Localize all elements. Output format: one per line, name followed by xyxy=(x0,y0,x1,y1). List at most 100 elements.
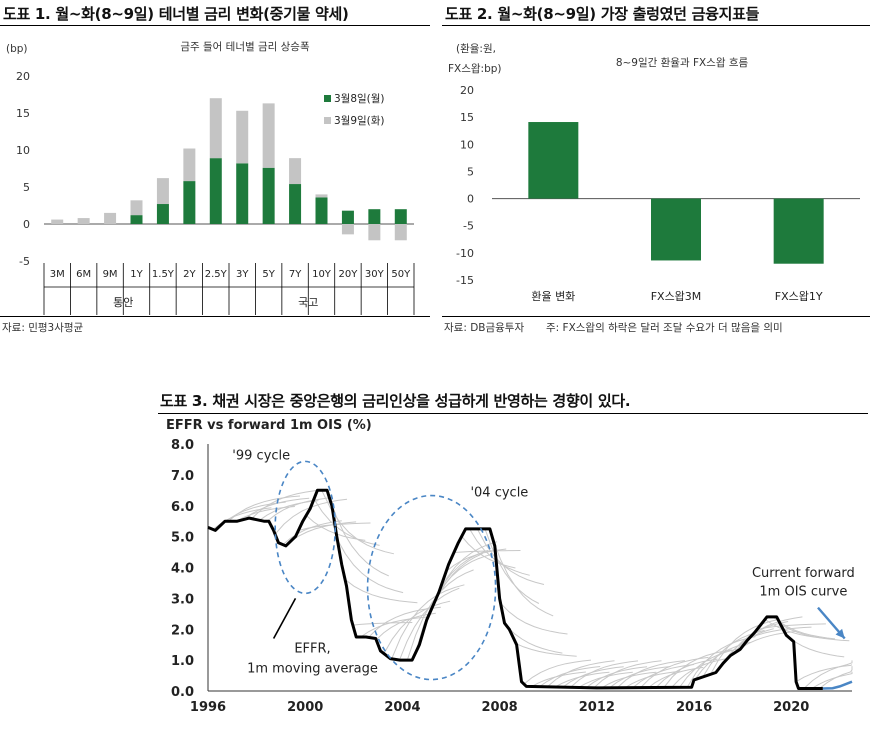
fig2-note: 주: FX스왑의 하락은 달러 조달 수요가 더 많음을 의미 xyxy=(546,322,783,334)
fig3-forward-ois-curve xyxy=(500,602,568,635)
fig3-forward-ois-curve xyxy=(266,497,333,522)
fig3-forward-ois-curve xyxy=(648,666,704,689)
fig1-bar-mar8 xyxy=(341,210,354,224)
fig3-forward-ois-curve xyxy=(375,612,436,641)
fig2-bar xyxy=(773,198,824,264)
fig3-forward-ois-curve xyxy=(663,649,732,688)
fig2-source: 자료: DB금융투자 xyxy=(444,322,525,334)
fig2-ytick-label: 15 xyxy=(460,111,474,124)
fig3-forward-ois-curve xyxy=(624,670,680,689)
fig1-title: 도표 1. 월~화(8~9일) 테너별 금리 변화(중기물 약세) xyxy=(3,5,349,23)
fig3-forward-ois-curve xyxy=(344,579,418,604)
fig3-ytick-label: 2.0 xyxy=(171,623,194,638)
fig2-chart-title: 8~9일간 환율과 FX스왑 흐름 xyxy=(616,56,749,69)
fig3-forward-ois-curve xyxy=(220,501,286,526)
fig1-bar-mar8 xyxy=(315,197,328,224)
fig1-chart-title: 금주 들어 테너별 금리 상승폭 xyxy=(180,41,310,53)
fig3-ytick-label: 5.0 xyxy=(171,531,194,546)
fig1-bar-mar8 xyxy=(130,215,143,224)
fig3-forward-ois-curve xyxy=(788,636,845,658)
fig3-forward-ois-curve xyxy=(585,666,648,689)
fig2-chart: (환율:원, FX스왑:bp) 8~9일간 환율과 FX스왑 흐름 -15 -10 -5 0… xyxy=(448,43,860,303)
fig3-effr-line xyxy=(207,488,823,690)
fig1-bar-mar8 xyxy=(236,163,249,224)
fig1-xtick-label: 5Y xyxy=(262,269,275,280)
fig1-legend-label: 3월8일(월) xyxy=(334,92,385,105)
fig1-bar-mar9 xyxy=(236,110,249,164)
fig3-ytick-label: 6.0 xyxy=(171,500,194,515)
fig1-group-label: 통안 xyxy=(113,296,133,309)
fig3-ytick-label: 3.0 xyxy=(171,592,194,607)
fig3-chart: EFFR vs forward 1m OIS (%) 0.0 1.0 2.0 3.0 4.… xyxy=(166,418,855,715)
fig3-current-forward-curve xyxy=(822,680,853,690)
fig3-forward-ois-curve xyxy=(803,660,853,689)
fig1-legend-swatch xyxy=(324,95,331,102)
fig3-forward-ois-curve xyxy=(741,630,798,648)
fig3-forward-ois-curve xyxy=(243,497,310,520)
fig1-bar-mar8 xyxy=(262,167,275,224)
fig1-legend-swatch xyxy=(324,117,331,124)
fig1-bar-mar9 xyxy=(315,194,328,198)
fig1-xtick-label: 1.5Y xyxy=(152,269,175,280)
fig3-xtick-label: 2000 xyxy=(287,700,323,715)
fig3-xtick-label: 1996 xyxy=(190,700,226,715)
fig1-bar-mar8 xyxy=(289,184,302,224)
fig1-bar-mar9 xyxy=(77,218,90,224)
fig3-forward-ois-curve xyxy=(686,636,756,688)
fig3-forward-ois-curve xyxy=(492,538,554,617)
fig3-forward-ois-curve xyxy=(795,664,853,683)
fig3-forward-ois-curve xyxy=(476,528,545,585)
fig3-forward-ois-curve xyxy=(710,618,780,675)
fig1-bar-mar9 xyxy=(183,148,196,182)
fig3-annotation-99-cycle: '99 cycle xyxy=(232,448,290,463)
fig1-xtick-label: 50Y xyxy=(391,269,411,280)
fig2-unit-label-2: FX스왑:bp) xyxy=(448,63,502,75)
fig1-xtick-label: 1Y xyxy=(130,269,143,280)
fig1-xtick-label: 10Y xyxy=(312,269,332,280)
fig3-forward-ois-curve xyxy=(531,671,586,687)
fig3-title-rule xyxy=(158,413,868,414)
fig1-bar-mar9 xyxy=(262,103,275,168)
fig3-forward-ois-curve xyxy=(749,626,812,639)
fig3-forward-ois-curve xyxy=(508,627,563,654)
fig3-forward-ois-curve xyxy=(360,616,427,638)
fig1-bar-mar9 xyxy=(209,98,222,159)
fig3-ytick-label: 1.0 xyxy=(171,654,194,669)
fig3-current-curve-arrow-head xyxy=(835,628,845,639)
fig3-ytick-label: 4.0 xyxy=(171,562,194,577)
fig3-forward-ois-curve xyxy=(593,660,662,689)
fig2-ytick-label: -15 xyxy=(456,274,474,287)
fig1-xtick-label: 6M xyxy=(76,269,91,280)
fig3-xtick-label: 2016 xyxy=(676,700,712,715)
fig3-forward-ois-curve xyxy=(632,664,695,689)
fig1-title-rule xyxy=(0,25,430,26)
fig3-forward-ois-curve xyxy=(819,666,853,689)
fig3-title: 도표 3. 채권 시장은 중앙은행의 금리인상을 성급하게 반영하는 경향이 있… xyxy=(160,392,631,410)
fig3-forward-ois-curve xyxy=(461,535,516,569)
fig3-ytick-label: 7.0 xyxy=(171,469,194,484)
fig2-bottom-rule xyxy=(442,316,870,317)
fig1-bar-mar9 xyxy=(130,200,143,216)
fig3-forward-ois-curve xyxy=(251,489,324,519)
fig3-annotation-ois-curve: 1m OIS curve xyxy=(759,584,847,599)
fig2-title-rule xyxy=(442,25,870,26)
fig3-forward-ois-curve xyxy=(313,498,380,546)
fig1-chart: (bp) 금주 들어 테너별 금리 상승폭 -5 0 5 10 15 20 3M 6M 9M 1Y 1.… xyxy=(6,41,415,315)
fig3-annotation-effr-ma: 1m moving average xyxy=(247,661,378,676)
fig2-ytick-label: 20 xyxy=(460,84,474,97)
fig3-xtick-label: 2012 xyxy=(579,700,615,715)
fig1-unit-label: (bp) xyxy=(6,43,28,55)
fig1-ytick-label: 15 xyxy=(16,107,30,120)
fig3-forward-ois-curve xyxy=(352,622,413,626)
fig1-xtick-label: 9M xyxy=(103,269,118,280)
fig3-forward-ois-curve xyxy=(671,658,727,688)
fig1-bar-mar9 xyxy=(394,224,407,241)
fig3-chart-title: EFFR vs forward 1m OIS (%) xyxy=(166,418,372,433)
fig2-ytick-label: 0 xyxy=(467,193,474,206)
fig1-ytick-label: 20 xyxy=(16,70,30,83)
fig1-bar-mar9 xyxy=(368,224,381,241)
fig3-forward-ois-curve xyxy=(523,659,592,685)
fig3-forward-ois-curve xyxy=(422,553,483,634)
fig3-forward-ois-curve xyxy=(336,539,404,594)
fig1-bar-mar9 xyxy=(51,219,64,224)
